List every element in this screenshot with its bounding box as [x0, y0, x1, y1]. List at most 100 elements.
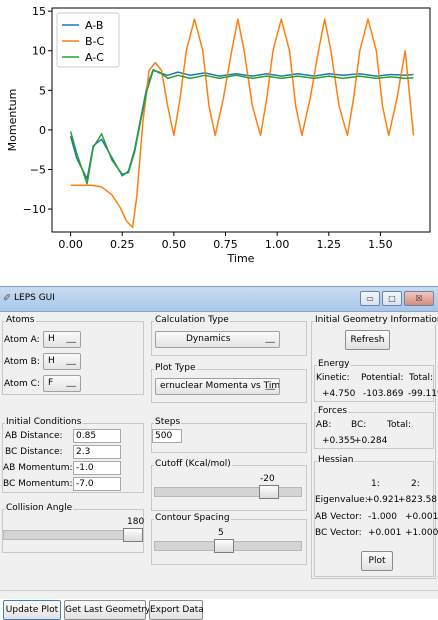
- y-tick-label: −10: [23, 203, 46, 216]
- plot-type-title: Plot Type: [154, 363, 197, 373]
- steps-group: Steps 500: [151, 417, 307, 453]
- legend-label-a-b: A-B: [85, 19, 103, 32]
- collision-angle-value: 180: [127, 517, 145, 527]
- x-tick-label: 1.00: [265, 238, 290, 251]
- legend-label-b-c: B-C: [85, 35, 105, 48]
- force-bc-label: BC:: [351, 420, 367, 430]
- potential-value: -103.869: [363, 389, 404, 399]
- cutoff-title: Cutoff (Kcal/mol): [154, 459, 232, 469]
- initial-geometry-group: Initial Geometry Information Refresh Ene…: [311, 315, 438, 579]
- x-tick-label: 0.25: [110, 238, 135, 251]
- atom-c-label: Atom C:: [4, 379, 40, 389]
- legend-box: [56, 12, 120, 68]
- atom-b-label: Atom B:: [4, 357, 40, 367]
- atom-c-menu[interactable]: F ──: [43, 375, 81, 392]
- energy-total-label: Total:: [409, 373, 434, 383]
- atoms-group: Atoms Atom A: H ── Atom B: H ── Atom C: F ─…: [2, 315, 144, 395]
- atom-c-value: F: [48, 378, 54, 388]
- bc-momentum-label: BC Momentum:: [3, 479, 73, 489]
- bc-momentum-input[interactable]: -7.0: [73, 477, 121, 491]
- atoms-title: Atoms: [5, 315, 36, 325]
- window-title: LEPS GUI: [14, 293, 55, 303]
- energy-group: Energy Kinetic: Potential: Total: +4.750…: [314, 359, 438, 402]
- menu-indicator-icon: ──: [66, 338, 76, 347]
- y-tick-label: 15: [32, 5, 46, 18]
- bottom-separator: [0, 590, 438, 591]
- initial-geometry-title: Initial Geometry Information: [314, 315, 438, 325]
- menu-indicator-icon: ──: [66, 382, 76, 391]
- hessian-col2-label: 2:: [411, 479, 420, 489]
- x-tick-label: 1.50: [368, 238, 393, 251]
- force-ab-label: AB:: [316, 420, 332, 430]
- leps-gui-window: ✐ LEPS GUI ▭ □ ☒ Atoms Atom A: H ── Atom …: [0, 286, 438, 620]
- y-tick-label: 10: [32, 45, 46, 58]
- atom-a-label: Atom A:: [4, 335, 40, 345]
- series-line-b-c: [70, 18, 415, 229]
- update-plot-button[interactable]: Update Plot: [3, 600, 61, 620]
- y-tick-label: 0: [39, 124, 46, 137]
- get-last-geometry-button[interactable]: Get Last Geometry: [64, 600, 150, 620]
- title-bar[interactable]: ✐ LEPS GUI ▭ □ ☒: [0, 286, 438, 312]
- eigenvalue-2: +823.587: [398, 495, 438, 505]
- menu-indicator-icon: ──: [265, 338, 275, 347]
- kinetic-value: +4.750: [322, 389, 356, 399]
- hessian-col1-label: 1:: [371, 479, 380, 489]
- bc-vector-label: BC Vector:: [315, 528, 362, 538]
- y-tick-label: −5: [30, 163, 46, 176]
- atom-a-value: H: [48, 334, 55, 344]
- steps-input[interactable]: 500: [152, 429, 182, 443]
- cutoff-slider-track[interactable]: [154, 487, 302, 497]
- plot-type-menu[interactable]: ernuclear Momenta vs Tim ──: [155, 378, 280, 395]
- atom-a-menu[interactable]: H ──: [43, 331, 81, 348]
- eigenvalue-1: +0.921: [366, 495, 400, 505]
- energy-title: Energy: [317, 359, 351, 369]
- kinetic-label: Kinetic:: [316, 373, 350, 383]
- plot-frame: [51, 7, 431, 233]
- collision-angle-slider-track[interactable]: [3, 530, 143, 540]
- menu-indicator-icon: ──: [265, 385, 275, 394]
- calc-type-title: Calculation Type: [154, 315, 230, 325]
- bc-vector-1: +0.001: [368, 528, 402, 538]
- close-icon[interactable]: ☒: [404, 291, 434, 306]
- eigenvalue-label: Eigenvalue:: [315, 495, 368, 505]
- minimize-icon[interactable]: ▭: [360, 291, 380, 306]
- calc-type-menu[interactable]: Dynamics ──: [155, 331, 280, 348]
- ab-vector-1: -1.000: [368, 512, 398, 522]
- ab-momentum-input[interactable]: -1.0: [73, 461, 121, 475]
- bc-distance-input[interactable]: 2.3: [73, 445, 121, 459]
- cutoff-slider-handle[interactable]: [258, 485, 279, 499]
- hessian-plot-button[interactable]: Plot: [361, 551, 393, 571]
- ab-vector-2: +0.001: [405, 512, 438, 522]
- bc-vector-2: +1.000: [405, 528, 438, 538]
- hessian-group: Hessian 1: 2: Eigenvalue: +0.921 +823.58…: [314, 455, 438, 577]
- ab-distance-label: AB Distance:: [5, 431, 63, 441]
- collision-angle-title: Collision Angle: [5, 503, 74, 513]
- x-tick-label: 0.50: [162, 238, 187, 251]
- momentum-plot: 0.00 0.25 0.50 0.75 1.00 1.25 1.50 −10 −5 0 5 10 15 T…: [0, 0, 438, 280]
- initial-conditions-group: Initial Conditions AB Distance: 0.85 BC …: [2, 417, 144, 493]
- plot-type-group: Plot Type ernuclear Momenta vs Tim ──: [151, 363, 307, 403]
- x-tick-label: 1.25: [317, 238, 342, 251]
- force-total-label: Total:: [387, 420, 412, 430]
- atom-b-value: H: [48, 356, 55, 366]
- contour-spacing-slider-handle[interactable]: [214, 539, 235, 553]
- steps-title: Steps: [154, 417, 182, 427]
- collision-angle-group: Collision Angle 180: [2, 503, 145, 553]
- export-data-button[interactable]: Export Data: [149, 600, 204, 620]
- ab-distance-input[interactable]: 0.85: [73, 429, 121, 443]
- series-line-a-b: [69, 68, 414, 180]
- cutoff-value: -20: [260, 474, 275, 484]
- forces-group: Forces AB: BC: Total: +0.355 +0.284: [314, 406, 434, 449]
- app-feather-icon: ✐: [3, 293, 12, 304]
- maximize-icon[interactable]: □: [382, 291, 402, 306]
- force-ab-value: +0.355: [322, 436, 356, 446]
- atom-b-menu[interactable]: H ──: [43, 353, 81, 370]
- x-tick-label: 0.75: [213, 238, 238, 251]
- y-axis-title: Momentum: [6, 89, 19, 152]
- contour-spacing-group: Contour Spacing 5: [151, 513, 307, 565]
- collision-angle-slider-handle[interactable]: [123, 528, 143, 542]
- refresh-button[interactable]: Refresh: [345, 330, 390, 350]
- calc-type-value: Dynamics: [186, 334, 231, 344]
- initial-conditions-title: Initial Conditions: [5, 417, 83, 427]
- potential-label: Potential:: [361, 373, 404, 383]
